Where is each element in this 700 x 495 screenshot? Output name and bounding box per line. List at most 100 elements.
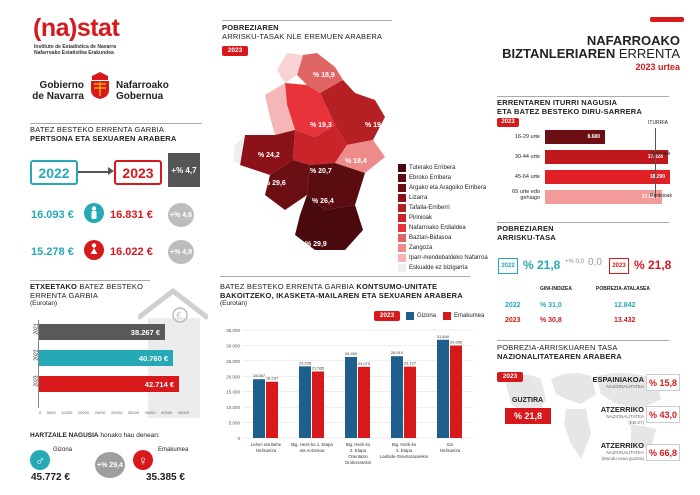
bar-emakumea xyxy=(358,366,370,438)
poverty-year-2022: 2022 xyxy=(498,258,518,274)
emakumea-value: 35.385 € xyxy=(146,472,185,483)
total-label: GUZTIRA xyxy=(512,397,544,404)
map-legend-item: Zangoza xyxy=(398,244,432,252)
nastat-subtitle-2: Nafarroako Estatistika Erakundea xyxy=(34,50,114,56)
nat-world-sub2: (Mundu osoa guztira) xyxy=(601,456,644,461)
poverty-value-2023: % 21,8 xyxy=(634,258,672,272)
nationality-title-1: POBREZIA-ARRISKUAREN TASA xyxy=(497,343,618,352)
bar-emakumea xyxy=(266,381,278,438)
y-tick-label: 0 xyxy=(237,436,240,441)
bar-gizona xyxy=(391,356,403,438)
threshold-2023: 13.432 xyxy=(614,317,636,324)
hh-bar-2023: 42.714 € xyxy=(39,376,179,392)
nationality-title-2: NAZIONALITATEAREN ARABERA xyxy=(497,352,622,361)
income-bar: 8.680 xyxy=(545,130,605,144)
female-income-2023: 16.022 € xyxy=(110,246,153,258)
income-bar: 17.031 xyxy=(545,190,662,204)
navarra-shield-icon xyxy=(88,70,112,100)
gini-2023: % 30,8 xyxy=(540,317,562,324)
y-tick-label: 30.000 xyxy=(226,343,240,348)
nat-eu-sub: NAZIONALITATEA xyxy=(606,414,644,419)
world-map-icon xyxy=(496,364,674,469)
nat-eu-label: ATZERRIKO xyxy=(600,405,644,414)
age-label: 45-64 urte xyxy=(514,174,540,180)
map-title-2: ARRISKU-TASAK NLE EREMUEN ARABERA xyxy=(222,32,383,41)
male-income-2022: 16.093 € xyxy=(31,209,74,221)
map-label: % 19,3 xyxy=(310,122,332,129)
poverty-delta: +% 0,0 xyxy=(565,259,584,265)
svg-text:€: € xyxy=(177,311,182,320)
map-legend-item: Tuterako Erribera xyxy=(398,164,455,172)
threshold-2022: 12.842 xyxy=(614,302,636,309)
chart-year-badge: 2023 xyxy=(374,311,400,321)
source-axis-mid: Soldatak xyxy=(651,151,671,157)
bar-value-label: 29.956 xyxy=(450,340,463,345)
map-label: % 24,2 xyxy=(258,152,280,159)
threshold-header: POBREZIA-ATALASEA xyxy=(596,286,650,292)
x-tick-label: Big. Hezk-ko xyxy=(392,442,417,447)
x-tick-label: Lanbide-Orientazioarekin xyxy=(380,454,429,459)
income-source-title-1: ERRENTAREN ITURRI NAGUSIA xyxy=(497,98,618,107)
x-tick-label: Big. Hezk-ko xyxy=(346,442,371,447)
x-tick-label: eta Antzekoa xyxy=(300,448,325,453)
bar-emakumea xyxy=(312,371,324,438)
map-title-1: POBREZIAREN xyxy=(222,23,279,32)
map-year-badge: 2023 xyxy=(222,46,248,56)
map-legend-item: Eskualde ez bizigarria xyxy=(398,264,468,272)
chart-legend-emakumea: Emakumea xyxy=(443,312,484,320)
row-year: 2023 xyxy=(505,317,521,324)
nat-world-value: % 66,8 xyxy=(646,444,680,461)
map-legend-item: Nafarroako Erdialdea xyxy=(398,224,466,232)
y-tick-label: 20.000 xyxy=(226,374,240,379)
hh-bar-2022: 40.760 € xyxy=(39,350,173,366)
nastat-logo: (na)stat xyxy=(33,14,120,42)
map-legend-item: Lizarra xyxy=(398,194,427,202)
poverty-title-2: ARRISKU-TASA xyxy=(497,233,556,242)
income-source-year: 2023 xyxy=(497,118,519,127)
main-title-2: BIZTANLERIAREN ERRENTA xyxy=(502,46,680,61)
row-year: 2022 xyxy=(505,302,521,309)
age-label: 30-44 urte xyxy=(514,154,540,160)
gini-header: GINI-INDIZEA xyxy=(540,286,572,292)
x-tick-label: Hezkuntza xyxy=(256,448,277,453)
bar-value-label: 21.565 xyxy=(312,365,325,370)
bar-gizona xyxy=(345,356,357,438)
section2-title-1: ETXEETAKO BATEZ BESTEKO xyxy=(30,282,144,291)
income-bar: 17.928 xyxy=(545,150,668,164)
chart-title-1: BATEZ BESTEKO ERRENTA GARBIA KONTSUMO-UN… xyxy=(220,282,438,291)
section2-unit: (Eurotan) xyxy=(30,300,58,307)
year-box-2022: 2022 xyxy=(30,160,78,185)
x-tick-label: 2. Etapa xyxy=(350,448,367,453)
gov-eu-name: Nafarroako Gobernua xyxy=(116,80,169,102)
nat-world-sub: NAZIONALITATEA xyxy=(606,450,644,455)
bar-value-label: 23.235 xyxy=(299,360,312,365)
poverty-value-2022: % 21,8 xyxy=(523,258,561,272)
total-change-badge: +% 4,7 xyxy=(168,153,200,187)
map-label: % 26,4 xyxy=(312,198,334,205)
y-tick-label: 15.000 xyxy=(226,390,240,395)
total-value: % 21,8 xyxy=(505,408,551,424)
map-legend-item: Iparr-mendebaldeko Nafarroa xyxy=(398,254,488,262)
arrow-right-icon xyxy=(78,171,108,173)
income-bar: 18.290 xyxy=(545,170,670,184)
nat-eu-sub2: (EB-27) xyxy=(628,420,644,425)
map-label: % 20,7 xyxy=(310,168,332,175)
nat-es-value: % 15,8 xyxy=(646,374,680,391)
bar-value-label: 23.127 xyxy=(404,361,417,366)
nat-eu-value: % 43,0 xyxy=(646,406,680,423)
nationality-year: 2023 xyxy=(497,372,523,382)
source-axis-top: ITURRIA xyxy=(648,120,668,126)
y-tick-label: 25.000 xyxy=(226,359,240,364)
female-income-2022: 15.278 € xyxy=(31,246,74,258)
source-axis-bottom: Pentsioak xyxy=(650,193,672,199)
title-accent-bar xyxy=(650,17,684,22)
bar-gizona xyxy=(253,379,265,438)
chart-unit: (Eurotan) xyxy=(220,300,248,307)
poverty-year-2023: 2023 xyxy=(609,258,629,274)
age-label: 65 urte edo gehiago xyxy=(512,189,540,201)
main-title-1: NAFARROAKO xyxy=(586,33,680,48)
bar-value-label: 26.260 xyxy=(345,351,358,356)
hh-bar-2021: 38.267 € xyxy=(39,324,165,340)
female-change-badge: +% 4,9 xyxy=(168,240,194,264)
x-tick-label: 2. Etapa xyxy=(396,448,413,453)
